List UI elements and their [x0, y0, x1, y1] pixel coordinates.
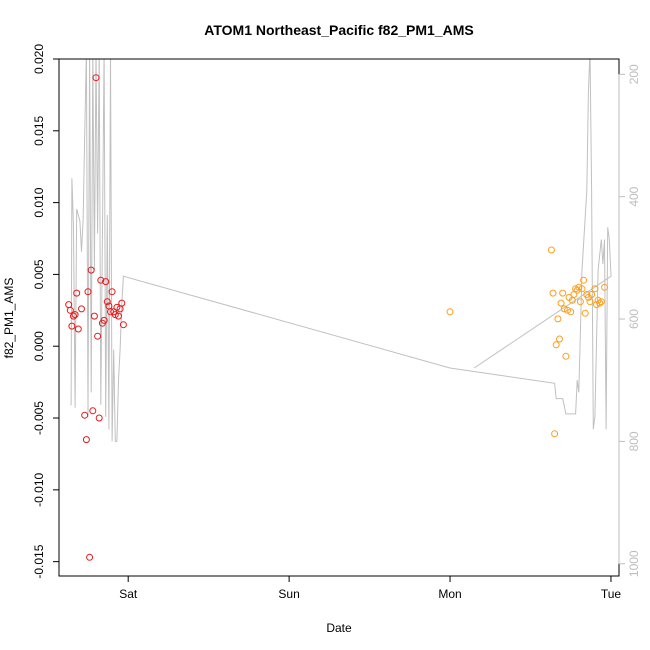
y2-tick-label: 800	[627, 431, 641, 451]
altitude-line	[70, 59, 612, 442]
data-point-series-2	[562, 352, 570, 360]
data-point-series-2	[557, 299, 565, 307]
data-point-series-1	[66, 306, 74, 314]
data-point-series-2	[596, 299, 604, 307]
data-point-series-2	[551, 430, 559, 438]
y2-axis: 200 400 600 800 1000	[618, 64, 641, 577]
data-point-series-2	[597, 298, 605, 306]
x-tick-label: Sun	[278, 587, 299, 601]
y-tick-label: -0.010	[32, 472, 46, 506]
x-axis: Sat Sun Mon Tue	[119, 575, 622, 601]
data-point-series-1	[94, 332, 102, 340]
data-point-series-2	[556, 335, 563, 343]
x-tick-label: Sat	[119, 587, 138, 601]
data-point-series-1	[82, 436, 90, 444]
data-point-series-2	[564, 306, 571, 314]
y-axis-title: f82_PM1_AMS	[2, 278, 16, 359]
y-tick-label: -0.005	[32, 401, 46, 435]
y-tick-label: 0.010	[32, 187, 46, 217]
data-point-series-1	[65, 301, 73, 309]
data-point-series-1	[86, 553, 94, 561]
data-point-series-2	[581, 309, 589, 317]
data-point-series-1	[70, 312, 77, 320]
y2-tick-label: 1000	[627, 550, 641, 577]
data-point-series-2	[559, 289, 567, 297]
data-point-series-1	[118, 299, 126, 307]
data-point-series-1	[95, 414, 103, 422]
y2-tick-label: 600	[627, 309, 641, 329]
data-point-series-2	[547, 246, 555, 254]
data-point-series-2	[586, 298, 594, 306]
x-tick-label: Mon	[438, 587, 461, 601]
data-point-series-2	[560, 305, 568, 313]
y-tick-label: -0.015	[32, 544, 46, 578]
plot-frame	[58, 58, 620, 577]
data-point-series-2	[575, 283, 583, 291]
x-tick-label: Tue	[601, 587, 622, 601]
y-tick-label: 0.000	[32, 331, 46, 361]
data-point-series-2	[554, 315, 562, 323]
y-axis: -0.015 -0.010 -0.005 0.000 0.005 0.010 0.015 0.…	[32, 44, 60, 579]
y-tick-label: 0.015	[32, 115, 46, 145]
data-point-series-2	[580, 276, 588, 284]
data-point-series-1	[113, 303, 121, 311]
data-point-series-1	[111, 311, 119, 319]
data-point-series-2	[576, 298, 584, 306]
data-point-series-2	[552, 341, 560, 349]
data-point-series-1	[84, 288, 92, 296]
data-point-series-1	[74, 325, 82, 333]
data-point-series-1	[103, 298, 111, 306]
data-point-series-1	[102, 278, 110, 286]
data-point-series-1	[81, 411, 89, 419]
data-point-series-2	[588, 291, 596, 298]
data-point-series-2	[601, 283, 608, 291]
data-point-series-2	[591, 285, 599, 293]
data-point-series-1	[78, 305, 85, 313]
y-tick-label: 0.005	[32, 259, 46, 289]
x-axis-title: Date	[326, 621, 352, 635]
chart-title: ATOM1 Northeast_Pacific f82_PM1_AMS	[204, 22, 473, 38]
y-tick-label: 0.020	[32, 44, 46, 74]
data-point-series-1	[97, 276, 105, 284]
data-point-series-2	[446, 308, 454, 316]
data-point-series-1	[90, 312, 98, 320]
data-point-series-1	[119, 321, 127, 329]
data-point-series-2	[578, 285, 586, 293]
data-point-series-1	[89, 407, 97, 415]
data-point-series-1	[100, 316, 108, 324]
data-point-series-1	[68, 322, 76, 330]
plot-points	[65, 74, 608, 561]
data-point-series-1	[87, 266, 95, 274]
data-point-series-1	[73, 289, 81, 297]
data-point-series-1	[92, 74, 100, 82]
y2-tick-label: 200	[627, 64, 641, 84]
plot-area	[70, 59, 612, 442]
y2-tick-label: 400	[627, 186, 641, 206]
data-point-series-2	[567, 308, 575, 316]
data-point-series-1	[115, 312, 122, 320]
data-point-series-1	[108, 288, 116, 296]
data-point-series-1	[71, 311, 79, 319]
data-point-series-2	[549, 289, 557, 297]
